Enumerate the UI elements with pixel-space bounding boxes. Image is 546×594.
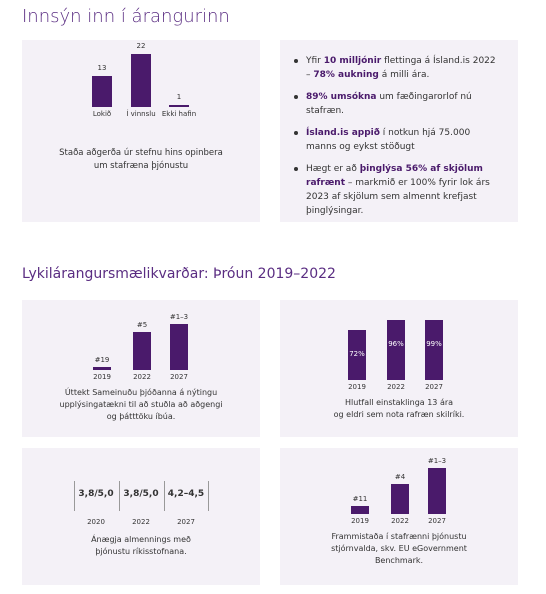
kpi-value: #1–3	[169, 313, 189, 321]
kpi-card: #11 2019 #4 2022 #1–3 2027 Frammistaða í stafr…	[280, 448, 518, 585]
kpi-value: 72%	[349, 350, 365, 358]
highlights-card: Yfir 10 milljónir flettinga á Ísland.is …	[280, 40, 518, 222]
bar	[170, 324, 188, 370]
year-label: 2020	[87, 518, 105, 526]
bar	[169, 104, 189, 107]
category-label: Í vinnslu	[126, 110, 156, 118]
highlight-strong: Ísland.is appið	[306, 128, 380, 138]
divider	[208, 481, 209, 511]
year-label: 2027	[177, 518, 195, 526]
bar	[387, 320, 405, 380]
kpi-value: 96%	[388, 340, 404, 348]
kpi-value: #19	[94, 356, 110, 364]
kpi-card: 3,8/5,0 2020 3,8/5,0 2022 4,2–4,5 2027 Ánægja …	[22, 448, 260, 585]
caption: Staða aðgerða úr stefnu hins opinbera	[59, 148, 223, 158]
caption: Ánægja almennings með	[91, 535, 191, 544]
caption: þjónustu ríkisstofnana.	[95, 547, 187, 556]
year-label: 2022	[387, 383, 405, 391]
bar	[93, 367, 111, 370]
caption: Benchmark.	[374, 556, 424, 565]
page-title: Innsýn inn í árangurinn	[22, 6, 230, 27]
highlight-text: á milli ára.	[378, 70, 430, 80]
bar	[348, 330, 366, 380]
bullet	[294, 167, 298, 171]
highlight-item: 89% umsókna um fæðingarorlof nú stafræn.	[292, 90, 502, 118]
status-card: 13 Lokið 22 Í vinnslu 1 Ekki hafin Staða aðger…	[22, 40, 260, 222]
caption: Úttekt Sameinuðu þjóðanna á nýtingu	[64, 388, 218, 397]
divider	[119, 481, 120, 511]
highlight-text: flettinga á Ísland.is 2022 –	[306, 56, 496, 80]
year-label: 2019	[93, 373, 111, 381]
year-label: 2019	[348, 383, 366, 391]
caption: Hlutfall einstaklinga 13 ára	[344, 398, 454, 407]
kpi-value: 99%	[426, 340, 442, 348]
bullet	[294, 131, 298, 135]
highlight-strong: 78% aukning	[313, 70, 379, 80]
kpi-value: #4	[394, 473, 406, 481]
year-label: 2027	[428, 517, 446, 525]
kpi-value: #1–3	[427, 457, 447, 465]
bar	[428, 468, 446, 514]
bar	[131, 54, 151, 107]
highlight-item: Yfir 10 milljónir flettinga á Ísland.is …	[292, 54, 502, 82]
caption: um stafræna þjónustu	[93, 161, 189, 171]
caption: Frammistaða í stafrænni þjónustu	[331, 532, 467, 541]
bar	[391, 484, 409, 514]
bullet	[294, 95, 298, 99]
highlight-text: Hægt er að	[306, 164, 360, 174]
kpi-card: 72% 2019 96% 2022 99% 2027 Hlutfall einstaklin…	[280, 300, 518, 437]
year-label: 2022	[133, 373, 151, 381]
bar	[92, 75, 112, 107]
category-label: Ekki hafin	[161, 110, 197, 118]
highlight-strong: þinglýsa 56% af skjölum rafrænt	[306, 164, 483, 188]
kpi-value: #11	[352, 495, 368, 503]
value-label: 22	[136, 42, 146, 50]
value-label: 13	[97, 63, 107, 72]
highlight-text: í notkun hjá 75.000 manns og eykst stöðu…	[306, 128, 471, 152]
kpi-value: 4,2–4,5	[167, 489, 205, 499]
divider	[164, 481, 165, 511]
caption: og eldri sem nota rafræn skilríki.	[333, 410, 465, 419]
category-label: Lokið	[92, 110, 112, 118]
kpi-value: 3,8/5,0	[123, 489, 159, 499]
year-label: 2027	[170, 373, 188, 381]
year-label: 2027	[425, 383, 443, 391]
value-label: 1	[176, 92, 182, 101]
bar	[351, 506, 369, 514]
bar	[425, 320, 443, 380]
bar	[133, 332, 151, 370]
highlight-item: Ísland.is appið í notkun hjá 75.000 mann…	[292, 126, 502, 154]
year-label: 2022	[132, 518, 150, 526]
divider	[74, 481, 75, 511]
section-title: Lykilárangursmælikvarðar: Þróun 2019–202…	[22, 266, 336, 282]
highlight-text: – markmið er 100% fyrir lok árs 2023 af …	[306, 178, 490, 216]
caption: og þátttöku íbúa.	[106, 412, 176, 421]
year-label: 2019	[351, 517, 369, 525]
highlight-strong: 10 milljónir	[323, 56, 382, 66]
kpi-value: 3,8/5,0	[78, 489, 114, 499]
kpi-card: #19 2019 #5 2022 #1–3 2027 Úttekt Sameinuðu þj…	[22, 300, 260, 437]
highlight-list: Yfir 10 milljónir flettinga á Ísland.is …	[292, 54, 502, 226]
caption: upplýsingatækni til að stuðla að aðgengi	[59, 400, 223, 409]
highlight-strong: 89% umsókna	[306, 92, 377, 102]
highlight-text: Yfir	[306, 56, 324, 66]
highlight-text: um fæðingarorlof nú stafræn.	[306, 92, 472, 116]
caption: stjórnvalda, skv. EU eGovernment	[331, 544, 467, 553]
year-label: 2022	[391, 517, 409, 525]
kpi-value: #5	[136, 321, 148, 329]
bullet	[294, 59, 298, 63]
highlight-item: Hægt er að þinglýsa 56% af skjölum rafræ…	[292, 162, 502, 218]
